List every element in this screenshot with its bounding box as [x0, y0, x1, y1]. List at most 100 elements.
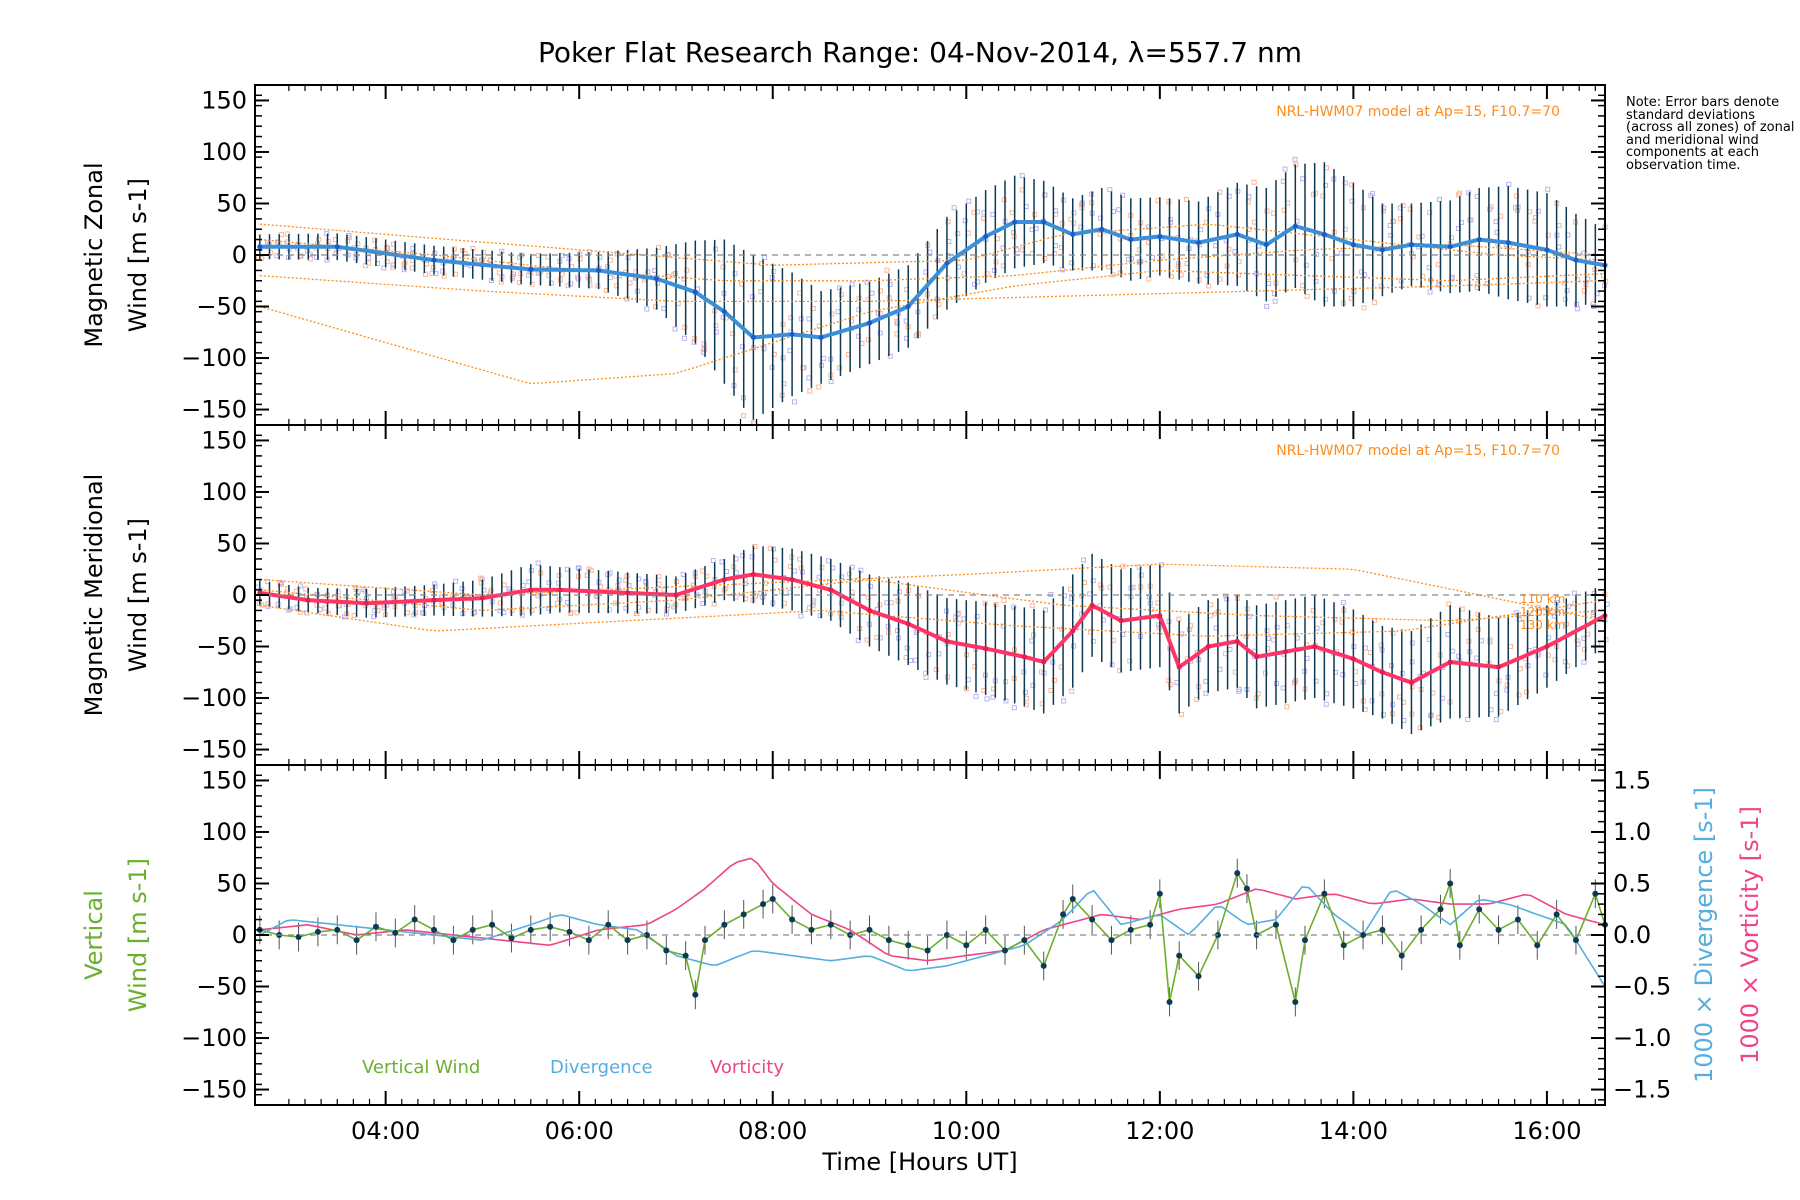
y2-tick-label: −1.0 — [1613, 1024, 1671, 1052]
vertical-wind-point — [1572, 937, 1579, 944]
vertical-series — [256, 857, 1608, 1005]
zone-sample-point — [1222, 593, 1228, 599]
zone-sample-point — [548, 280, 554, 286]
vertical-wind-point — [1437, 906, 1444, 913]
legend-vorticity: Vorticity — [710, 1057, 784, 1078]
zone-sample-point — [868, 583, 874, 589]
zonal-ylabel: Magnetic Zonal Wind [m s-1] — [80, 162, 152, 347]
zone-sample-point — [1545, 232, 1551, 238]
figure-title: Poker Flat Research Range: 04-Nov-2014, … — [538, 36, 1302, 69]
zone-sample-point — [1445, 632, 1451, 638]
vertical-wind-point — [769, 895, 776, 902]
zonal-error-bars — [259, 162, 1606, 420]
zone-sample-point — [440, 268, 446, 274]
zone-sample-point — [297, 609, 303, 615]
zonal-model-label: NRL-HWM07 model at Ap=15, F10.7=70 — [1276, 104, 1560, 120]
zone-sample-point — [877, 635, 883, 641]
zone-sample-point — [1067, 586, 1073, 592]
zone-sample-point — [275, 601, 281, 607]
y2-tick-label: −0.5 — [1613, 973, 1671, 1001]
zone-sample-point — [713, 246, 719, 252]
mean-point — [1205, 644, 1211, 650]
zone-sample-point — [675, 301, 681, 307]
mean-point — [673, 592, 679, 598]
y2-tick-label: 0.5 — [1613, 869, 1651, 897]
zone-sample-point — [1117, 270, 1123, 276]
y-tick-label: −150 — [181, 736, 247, 764]
zone-sample-point — [1498, 708, 1504, 714]
zone-sample-point — [762, 254, 768, 260]
zone-sample-point — [1001, 598, 1007, 604]
zone-sample-point — [700, 568, 706, 574]
y-tick-label: 100 — [201, 818, 247, 846]
zone-sample-point — [791, 399, 797, 405]
zone-sample-point — [1371, 617, 1377, 623]
zone-sample-point — [1466, 190, 1472, 196]
mean-point — [1379, 247, 1385, 253]
zone-sample-point — [324, 230, 330, 236]
mean-point — [789, 577, 795, 583]
zone-sample-point — [1595, 641, 1601, 647]
mean-point — [1070, 628, 1076, 634]
zone-sample-point — [1048, 687, 1054, 693]
zone-sample-point — [366, 255, 372, 261]
zonal-ylabel-line1: Magnetic Zonal — [80, 162, 108, 347]
zone-sample-point — [933, 667, 939, 673]
vertical-wind-point — [1002, 947, 1008, 954]
zone-sample-point — [451, 246, 457, 252]
zone-sample-point — [1071, 220, 1077, 226]
zone-sample-point — [903, 655, 909, 661]
zone-sample-point — [828, 378, 834, 384]
zone-sample-point — [838, 291, 844, 297]
zone-sample-point — [855, 638, 861, 644]
vertical-wind-point — [924, 947, 931, 954]
zone-sample-point — [1271, 210, 1277, 216]
zone-sample-point — [645, 269, 651, 275]
mean-point — [944, 260, 950, 266]
zone-sample-point — [284, 231, 290, 237]
y-tick-label: −150 — [181, 1076, 247, 1104]
zone-sample-point — [1436, 196, 1442, 202]
y-tick-label: 150 — [201, 86, 247, 114]
zone-sample-point — [303, 586, 309, 592]
zone-sample-point — [875, 310, 881, 316]
zone-sample-point — [1543, 294, 1549, 300]
zone-sample-point — [1098, 215, 1104, 221]
zone-sample-point — [371, 614, 377, 620]
vertical-wind-point — [905, 942, 912, 949]
zone-sample-point — [1398, 216, 1404, 222]
vertical-wind-point — [1476, 906, 1483, 913]
vertical-wind-point — [1321, 890, 1328, 897]
zone-sample-point — [644, 306, 650, 312]
zone-sample-point — [951, 205, 957, 211]
zone-sample-point — [991, 267, 997, 273]
zone-sample-point — [1069, 688, 1075, 694]
zone-sample-point — [1019, 187, 1025, 193]
zone-sample-point — [1446, 601, 1452, 607]
zone-sample-point — [806, 316, 812, 322]
zone-sample-point — [772, 557, 778, 563]
zone-sample-point — [739, 281, 745, 287]
mean-point — [1234, 231, 1240, 237]
mean-point — [528, 266, 534, 272]
zone-sample-point — [372, 607, 378, 613]
y-tick-label: 100 — [201, 478, 247, 506]
zone-sample-point — [1071, 210, 1077, 216]
zone-sample-point — [390, 262, 396, 268]
zone-sample-point — [732, 367, 738, 373]
zone-sample-point — [1506, 181, 1512, 187]
zone-sample-point — [535, 560, 541, 566]
zone-sample-point — [856, 295, 862, 301]
zone-sample-point — [1545, 186, 1551, 192]
zone-sample-point — [1300, 176, 1306, 182]
zone-sample-point — [1262, 670, 1268, 676]
zone-sample-point — [519, 612, 525, 618]
zone-sample-point — [955, 231, 961, 237]
mean-point — [944, 638, 950, 644]
vertical-wind-point — [431, 926, 438, 933]
zone-sample-point — [1042, 607, 1048, 613]
zone-sample-point — [1323, 701, 1329, 707]
mean-point — [1089, 602, 1095, 608]
zone-sample-point — [478, 580, 484, 586]
zone-sample-point — [1543, 672, 1549, 678]
